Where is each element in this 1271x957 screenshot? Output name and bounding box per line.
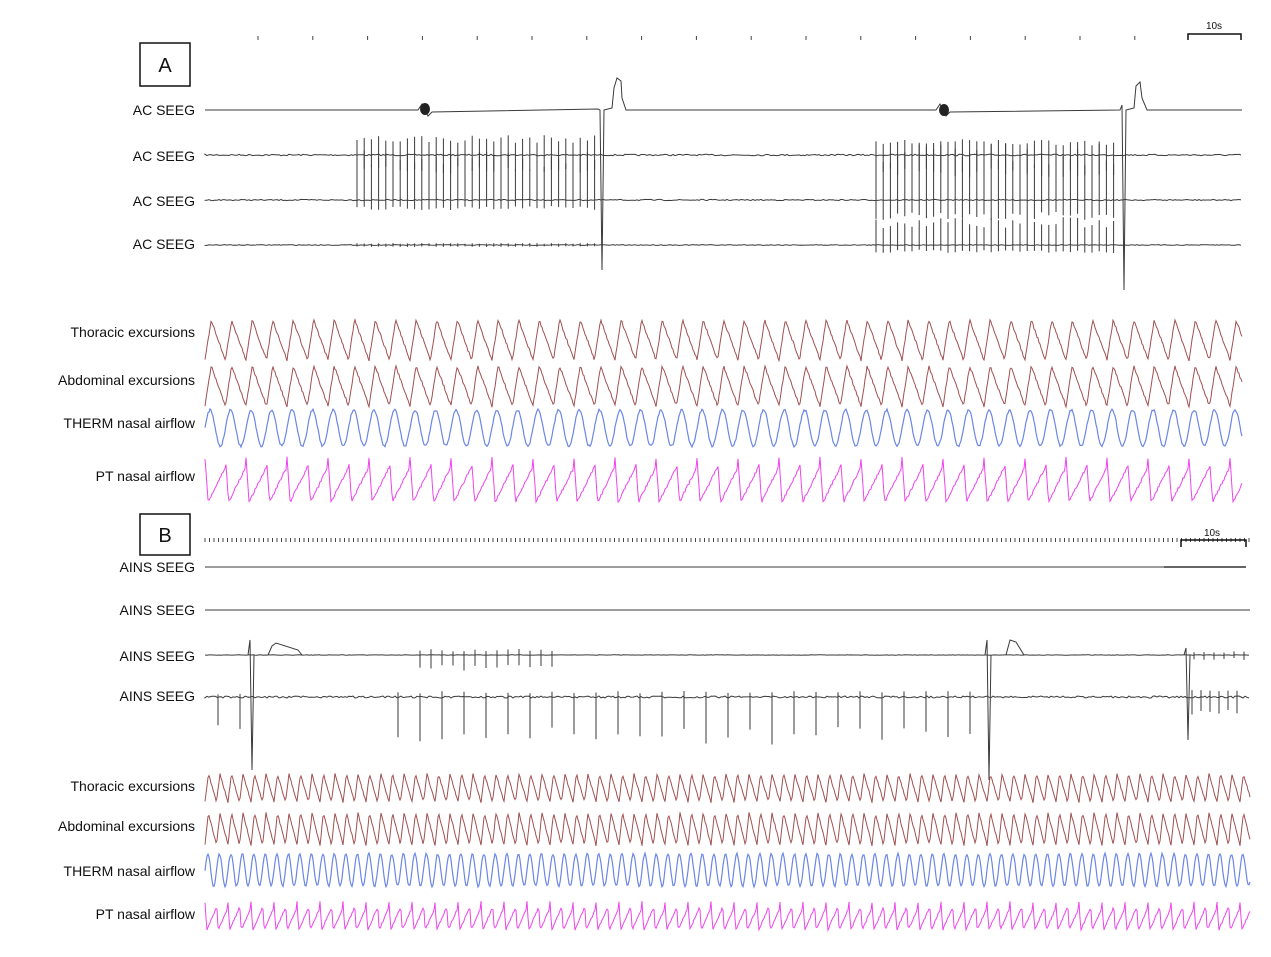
panel-a-channel-1-trace: [205, 77, 1242, 291]
panel-a: A 10s AC SEEG AC SEEG AC SEEG AC SEEG Th…: [58, 21, 1243, 504]
panel-a-scale-bar: 10s: [1187, 21, 1242, 40]
panel-a-channel-2-trace: [204, 135, 1242, 177]
panel-b-channel-6-trace: [204, 812, 1251, 847]
panel-b-scale-bar: 10s: [1180, 528, 1247, 547]
panel-b-time-ticks: [204, 538, 1250, 542]
panel-b-channel-4-label: AINS SEEG: [120, 688, 195, 704]
panel-b-channel-5-trace: [204, 772, 1251, 804]
panel-a-channel-1-artifact-2: [939, 104, 949, 116]
panel-a-channel-4-label: AC SEEG: [133, 236, 195, 252]
panel-b-channel-7-label: THERM nasal airflow: [64, 863, 196, 879]
panel-b-channel-7-trace: [204, 850, 1251, 889]
panel-b-channel-3-trace: [204, 639, 1249, 781]
panel-b-channel-6-label: Abdominal excursions: [58, 818, 195, 834]
panel-a-channel-4-trace: [204, 217, 1242, 253]
panel-a-channel-3-trace: [204, 143, 1242, 220]
panel-b-scale-label: 10s: [1204, 528, 1220, 539]
panel-a-scale-label: 10s: [1206, 21, 1222, 32]
panel-b-channel-2-label: AINS SEEG: [120, 602, 195, 618]
panel-b: B 10s AINS SEEG AINS SEEG AINS SEEG AINS…: [58, 513, 1251, 933]
panel-b-channel-1-label: AINS SEEG: [120, 559, 195, 575]
panel-a-channel-3-label: AC SEEG: [133, 193, 195, 209]
panel-a-letter-box: [139, 42, 191, 87]
panel-b-channel-5-label: Thoracic excursions: [71, 778, 196, 794]
panel-b-channel-3-label: AINS SEEG: [120, 648, 195, 664]
panel-b-letter: B: [158, 525, 171, 547]
panel-a-channel-5-label: Thoracic excursions: [71, 324, 196, 340]
panel-a-letter: A: [158, 55, 172, 77]
panel-a-channel-8-trace: [204, 456, 1243, 504]
panel-a-channel-7-label: THERM nasal airflow: [64, 415, 196, 431]
panel-b-letter-box: [139, 513, 191, 556]
panel-a-time-ticks: [257, 36, 1136, 40]
panel-a-channel-1-artifact-1: [420, 103, 430, 115]
panel-b-channel-8-label: PT nasal airflow: [96, 906, 196, 922]
panel-a-channel-2-label: AC SEEG: [133, 148, 195, 164]
panel-b-channel-4-trace: [204, 690, 1250, 745]
panel-a-channel-5-trace: [204, 317, 1243, 363]
panel-a-channel-6-label: Abdominal excursions: [58, 372, 195, 388]
panel-a-channel-1-label: AC SEEG: [133, 102, 195, 118]
panel-a-channel-7-trace: [204, 407, 1243, 449]
panel-a-channel-8-label: PT nasal airflow: [96, 468, 196, 484]
panel-b-channel-8-trace: [204, 901, 1251, 933]
panel-a-channel-6-trace: [204, 364, 1243, 409]
